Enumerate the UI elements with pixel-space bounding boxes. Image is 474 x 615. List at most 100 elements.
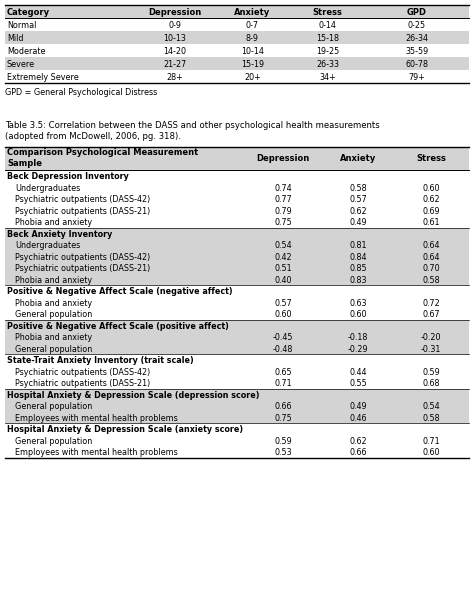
Text: Anxiety: Anxiety xyxy=(234,7,271,17)
Text: 0.55: 0.55 xyxy=(349,379,367,388)
Text: 0.64: 0.64 xyxy=(422,253,440,261)
Bar xyxy=(5,400,469,411)
Text: Phobia and anxiety: Phobia and anxiety xyxy=(15,333,92,342)
Text: 0.68: 0.68 xyxy=(422,379,440,388)
Bar xyxy=(5,377,469,389)
Text: 10-13: 10-13 xyxy=(164,34,186,42)
Text: 15-18: 15-18 xyxy=(316,34,339,42)
Text: Employees with mental health problems: Employees with mental health problems xyxy=(15,414,178,423)
Text: Psychiatric outpatients (DASS-21): Psychiatric outpatients (DASS-21) xyxy=(15,379,150,388)
Bar xyxy=(5,262,469,274)
Text: 15-19: 15-19 xyxy=(241,60,264,69)
Bar xyxy=(5,435,469,446)
Text: GPD = General Psychological Distress: GPD = General Psychological Distress xyxy=(5,88,157,97)
Text: 0.51: 0.51 xyxy=(274,264,292,273)
Bar xyxy=(5,44,469,57)
Text: 0.66: 0.66 xyxy=(274,402,292,411)
Text: Employees with mental health problems: Employees with mental health problems xyxy=(15,448,178,457)
Text: 21-27: 21-27 xyxy=(164,60,187,69)
Text: General population: General population xyxy=(15,402,92,411)
Text: GPD: GPD xyxy=(407,7,427,17)
Text: 10-14: 10-14 xyxy=(241,47,264,55)
Text: 0.75: 0.75 xyxy=(274,414,292,423)
Text: 0.69: 0.69 xyxy=(422,207,440,216)
Text: Psychiatric outpatients (DASS-21): Psychiatric outpatients (DASS-21) xyxy=(15,264,150,273)
Text: 0.66: 0.66 xyxy=(349,448,367,457)
Text: Psychiatric outpatients (DASS-42): Psychiatric outpatients (DASS-42) xyxy=(15,253,150,261)
Text: 0.59: 0.59 xyxy=(274,437,292,446)
Text: Category: Category xyxy=(7,7,50,17)
Text: 0.64: 0.64 xyxy=(422,241,440,250)
Text: 0.61: 0.61 xyxy=(422,218,440,227)
Text: Phobia and anxiety: Phobia and anxiety xyxy=(15,276,92,285)
Text: 0.84: 0.84 xyxy=(349,253,367,261)
Text: 0.44: 0.44 xyxy=(349,368,367,376)
Bar xyxy=(5,205,469,216)
Text: 26-34: 26-34 xyxy=(405,34,428,42)
Text: 0-9: 0-9 xyxy=(168,21,182,30)
Text: 28+: 28+ xyxy=(167,73,183,82)
Text: Stress: Stress xyxy=(312,7,342,17)
Text: Table 3.5: Correlation between the DASS and other psychological health measureme: Table 3.5: Correlation between the DASS … xyxy=(5,121,380,130)
Bar xyxy=(5,411,469,423)
Text: 79+: 79+ xyxy=(409,73,426,82)
Text: 0.60: 0.60 xyxy=(422,184,440,192)
Text: Depression: Depression xyxy=(148,7,201,17)
Text: Phobia and anxiety: Phobia and anxiety xyxy=(15,299,92,308)
Text: General population: General population xyxy=(15,437,92,446)
Text: 0.60: 0.60 xyxy=(274,310,292,319)
Bar xyxy=(5,423,469,435)
Text: 0.46: 0.46 xyxy=(349,414,367,423)
Bar xyxy=(5,389,469,400)
Text: 0.65: 0.65 xyxy=(274,368,292,376)
Text: 0.62: 0.62 xyxy=(349,207,367,216)
Text: 0.62: 0.62 xyxy=(422,195,440,204)
Bar xyxy=(5,18,469,31)
Text: 0.58: 0.58 xyxy=(422,276,440,285)
Text: Positive & Negative Affect Scale (positive affect): Positive & Negative Affect Scale (positi… xyxy=(7,322,229,331)
Text: 0.75: 0.75 xyxy=(274,218,292,227)
Text: 0.57: 0.57 xyxy=(274,299,292,308)
Text: Moderate: Moderate xyxy=(7,47,46,55)
Bar xyxy=(5,296,469,308)
Text: 19-25: 19-25 xyxy=(316,47,339,55)
Text: 26-33: 26-33 xyxy=(316,60,339,69)
Text: Beck Depression Inventory: Beck Depression Inventory xyxy=(7,172,129,181)
Text: 0.81: 0.81 xyxy=(349,241,367,250)
Text: Stress: Stress xyxy=(416,154,446,163)
Text: Undergraduates: Undergraduates xyxy=(15,241,80,250)
Text: 35-59: 35-59 xyxy=(405,47,428,55)
Text: Positive & Negative Affect Scale (negative affect): Positive & Negative Affect Scale (negati… xyxy=(7,287,233,296)
Text: Psychiatric outpatients (DASS-42): Psychiatric outpatients (DASS-42) xyxy=(15,368,150,376)
Bar xyxy=(5,31,469,44)
Text: 0.71: 0.71 xyxy=(274,379,292,388)
Bar xyxy=(5,181,469,193)
Bar xyxy=(5,320,469,331)
Text: -0.48: -0.48 xyxy=(273,344,293,354)
Text: Undergraduates: Undergraduates xyxy=(15,184,80,192)
Bar xyxy=(5,147,469,170)
Bar xyxy=(5,70,469,83)
Text: 0.40: 0.40 xyxy=(274,276,292,285)
Text: 0.60: 0.60 xyxy=(349,310,367,319)
Bar xyxy=(5,308,469,320)
Bar xyxy=(5,250,469,262)
Text: 0-7: 0-7 xyxy=(246,21,259,30)
Text: -0.29: -0.29 xyxy=(348,344,368,354)
Bar xyxy=(5,343,469,354)
Text: Comparison Psychological Measurement: Comparison Psychological Measurement xyxy=(7,148,198,157)
Text: 0.49: 0.49 xyxy=(349,402,367,411)
Text: 0.83: 0.83 xyxy=(349,276,367,285)
Text: 0.71: 0.71 xyxy=(422,437,440,446)
Text: 60-78: 60-78 xyxy=(405,60,428,69)
Text: -0.31: -0.31 xyxy=(421,344,441,354)
Bar xyxy=(5,239,469,250)
Bar xyxy=(5,446,469,458)
Text: -0.45: -0.45 xyxy=(273,333,293,342)
Text: General population: General population xyxy=(15,344,92,354)
Bar xyxy=(5,331,469,343)
Text: 34+: 34+ xyxy=(319,73,336,82)
Bar xyxy=(5,216,469,228)
Text: 0.54: 0.54 xyxy=(422,402,440,411)
Text: 14-20: 14-20 xyxy=(164,47,186,55)
